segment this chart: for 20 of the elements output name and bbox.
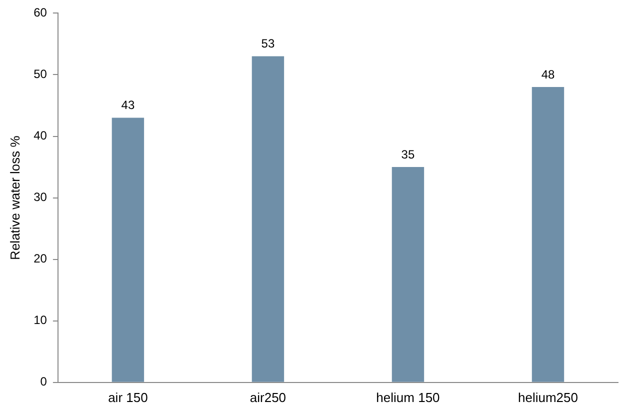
- bar: [112, 118, 144, 382]
- x-tick-label: helium250: [518, 390, 578, 405]
- bar: [252, 56, 284, 382]
- data-label: 48: [541, 67, 555, 82]
- bar: [392, 167, 424, 382]
- x-tick-label: air250: [250, 390, 286, 405]
- y-tick-label: 0: [40, 374, 48, 389]
- y-tick-label: 40: [34, 128, 48, 143]
- y-tick-label: 50: [34, 67, 48, 82]
- y-tick-label: 20: [34, 252, 48, 266]
- x-tick-label: helium 150: [376, 390, 440, 405]
- data-label: 53: [261, 36, 275, 51]
- data-label: 35: [401, 147, 415, 162]
- y-tick-label: 30: [34, 190, 48, 204]
- y-axis-title: Relative water loss %: [7, 135, 22, 260]
- bar: [532, 87, 564, 382]
- x-tick-label: air 150: [108, 390, 148, 405]
- y-tick-label: 10: [34, 313, 48, 328]
- data-label: 43: [121, 98, 135, 112]
- y-tick-label: 60: [34, 6, 48, 20]
